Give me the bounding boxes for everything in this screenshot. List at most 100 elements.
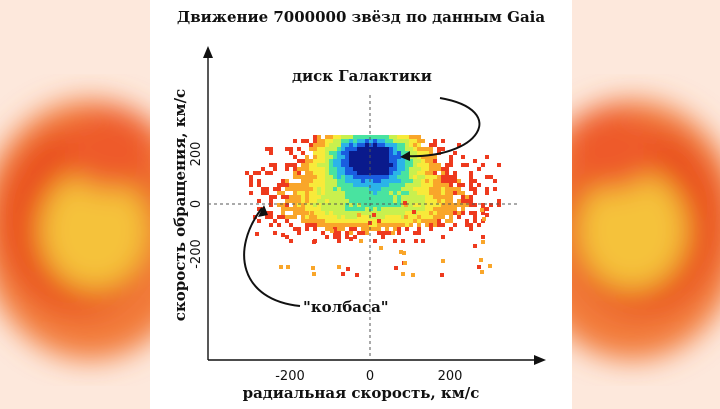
heatmap-cell — [345, 219, 349, 223]
heatmap-cell — [301, 151, 305, 155]
heatmap-cell — [485, 213, 489, 217]
heatmap-cell — [285, 163, 289, 167]
heatmap-cell — [429, 171, 433, 175]
heatmap-cell — [457, 215, 461, 219]
heatmap-cell — [349, 167, 353, 171]
heatmap-cell — [397, 223, 401, 227]
heatmap-cell — [381, 207, 385, 211]
heatmap-cell — [397, 183, 401, 187]
heatmap-cell — [293, 195, 297, 199]
x-axis-arrow — [534, 355, 546, 365]
heatmap-cell — [361, 143, 365, 147]
heatmap-cell — [437, 175, 441, 179]
heatmap-cell — [401, 207, 405, 211]
heatmap-cell — [381, 151, 385, 155]
heatmap-cell — [389, 143, 393, 147]
heatmap-cell — [337, 235, 341, 239]
heatmap-cell — [325, 215, 329, 219]
heatmap-cell — [309, 159, 313, 163]
heatmap-cell — [297, 167, 301, 171]
heatmap-cell — [341, 191, 345, 195]
heatmap-cell — [325, 199, 329, 203]
heatmap-cell — [257, 179, 261, 183]
heatmap-cell — [373, 195, 377, 199]
heatmap-cell — [289, 239, 293, 243]
heatmap-cell — [357, 207, 361, 211]
heatmap-cell — [469, 171, 473, 175]
heatmap-cell — [377, 175, 381, 179]
heatmap-cell — [277, 223, 281, 227]
heatmap-cell — [353, 183, 357, 187]
heatmap-cell — [341, 199, 345, 203]
heatmap-cell — [404, 215, 408, 219]
heatmap-cell — [305, 155, 309, 159]
heatmap-cell — [365, 175, 369, 179]
heatmap-cell — [329, 167, 333, 171]
heatmap-cell — [413, 215, 417, 219]
heatmap-cell — [345, 179, 349, 183]
heatmap-cell — [361, 151, 365, 155]
heatmap-cell — [297, 207, 301, 211]
heatmap-cell — [497, 199, 501, 203]
heatmap-cell — [391, 231, 395, 235]
heatmap-cell — [345, 199, 349, 203]
heatmap-cell — [385, 187, 389, 191]
heatmap-cell — [349, 215, 353, 219]
heatmap-cell — [309, 163, 313, 167]
heatmap-cell — [377, 147, 381, 151]
heatmap-cell — [381, 191, 385, 195]
heatmap-cell — [345, 143, 349, 147]
heatmap-cell — [373, 183, 377, 187]
heatmap-cell — [313, 175, 317, 179]
heatmap-cell — [309, 171, 313, 175]
heatmap-cell — [309, 187, 313, 191]
heatmap-cell — [381, 183, 385, 187]
heatmap-cell — [361, 195, 365, 199]
heatmap-cell — [345, 235, 349, 239]
heatmap-cell — [441, 199, 445, 203]
heatmap-cell — [377, 171, 381, 175]
heatmap-cell — [413, 163, 417, 167]
heatmap-cell — [297, 159, 301, 163]
heatmap-cell — [449, 155, 453, 159]
heatmap-cell — [405, 207, 409, 211]
heatmap-cell — [372, 213, 376, 217]
heatmap-cell — [341, 135, 345, 139]
heatmap-cell — [377, 195, 381, 199]
heatmap-cell — [305, 191, 309, 195]
heatmap-cell — [421, 239, 425, 243]
heatmap-cell — [353, 147, 357, 151]
heatmap-cell — [261, 191, 265, 195]
heatmap-cell — [353, 143, 357, 147]
heatmap-cell — [313, 187, 317, 191]
heatmap-cell — [381, 195, 385, 199]
heatmap-cell — [401, 223, 405, 227]
heatmap-cell — [325, 211, 329, 215]
heatmap-cell — [433, 195, 437, 199]
heatmap-cell — [357, 195, 361, 199]
heatmap-cell — [321, 143, 325, 147]
heatmap-cell — [317, 171, 321, 175]
heatmap-cell — [413, 231, 417, 235]
heatmap-cell — [449, 215, 453, 219]
heatmap-cell — [373, 219, 377, 223]
heatmap-cell — [469, 199, 473, 203]
heatmap-cell — [457, 191, 461, 195]
heatmap-cell — [341, 215, 345, 219]
heatmap-cell — [345, 187, 349, 191]
heatmap-cell — [405, 147, 409, 151]
heatmap-cell — [313, 135, 317, 139]
heatmap-cell — [381, 175, 385, 179]
heatmap-cell — [381, 171, 385, 175]
heatmap-cell — [293, 171, 297, 175]
heatmap-cell — [317, 143, 321, 147]
heatmap-cell — [409, 187, 413, 191]
heatmap-cell — [309, 175, 313, 179]
heatmap-cell — [329, 139, 333, 143]
heatmap-cell — [329, 187, 333, 191]
heatmap-cell — [393, 195, 397, 199]
heatmap-cell — [289, 163, 293, 167]
heatmap-cell — [429, 191, 433, 195]
heatmap-cell — [421, 159, 425, 163]
heatmap-cell — [433, 223, 437, 227]
